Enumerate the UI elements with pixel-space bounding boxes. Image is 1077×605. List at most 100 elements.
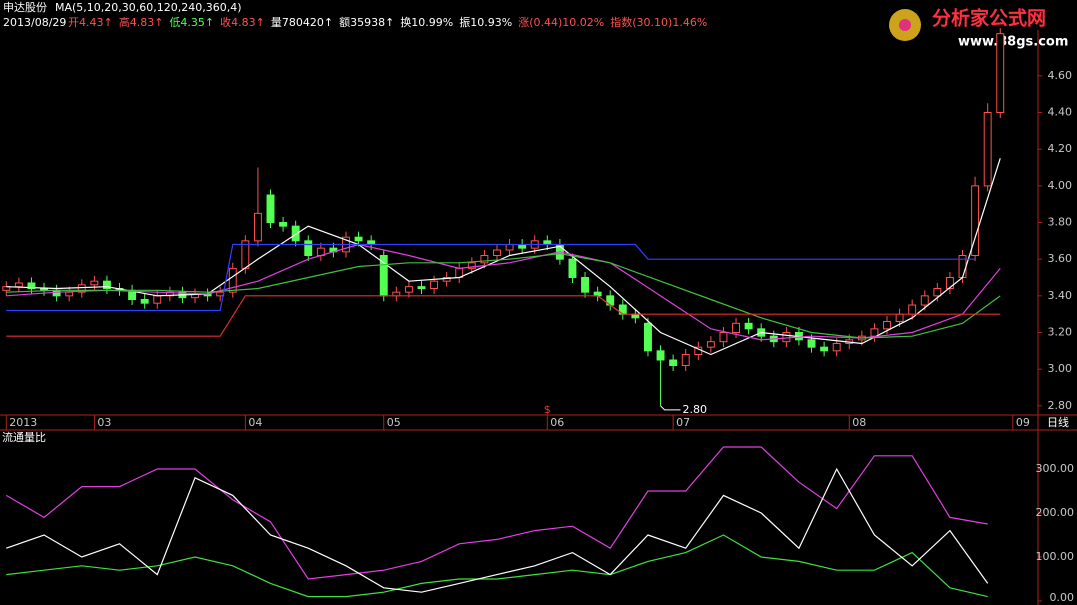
- y-tick-label: 4.00: [1048, 179, 1073, 192]
- min-pointer: [660, 405, 681, 411]
- y-tick-label: 100.00: [1036, 550, 1075, 563]
- candle-body: [417, 286, 426, 289]
- ma-line: [6, 243, 976, 312]
- candle-body: [656, 350, 665, 361]
- stock-name: 申达股份: [3, 1, 47, 14]
- candle-body: [279, 222, 288, 227]
- x-tick-label: 04: [248, 416, 262, 429]
- candle-body: [65, 291, 74, 297]
- logo-url: www.88gs.com: [958, 35, 1068, 50]
- candle-body: [669, 359, 678, 366]
- y-tick-label: 300.00: [1036, 462, 1075, 475]
- candle-body: [644, 322, 652, 352]
- candle-body: [820, 346, 829, 352]
- candle-body: [568, 258, 577, 278]
- candle-body: [933, 288, 942, 297]
- y-tick-label: 4.20: [1048, 142, 1073, 155]
- candle-body: [27, 282, 36, 289]
- quote-item: 开4.43↑: [68, 16, 113, 29]
- y-tick-label: 4.60: [1048, 69, 1073, 82]
- quote-item: 低4.35↑: [169, 16, 214, 29]
- candle-body: [493, 249, 501, 256]
- candle-body: [40, 288, 48, 291]
- candle-body: [505, 244, 514, 251]
- quote-item: 涨(0.44)10.02%: [518, 16, 604, 29]
- y-tick-label: 3.60: [1048, 252, 1073, 265]
- y-tick-label: 3.80: [1048, 216, 1073, 229]
- y-tick-label: 200.00: [1036, 506, 1075, 519]
- y-tick-label: 2.80: [1048, 399, 1073, 412]
- candle-body: [681, 354, 690, 366]
- indicator-line: [6, 534, 988, 598]
- y-tick-label: 3.40: [1048, 289, 1073, 302]
- candle-body: [102, 280, 111, 289]
- x-tick-label: 08: [852, 416, 866, 429]
- y-tick-label: 4.40: [1048, 106, 1073, 119]
- x-tick-label: 2013: [9, 416, 37, 429]
- x-tick-label: 09: [1016, 416, 1030, 429]
- candle-body: [895, 313, 904, 322]
- panel-title: 流通量比: [2, 430, 46, 444]
- ma-line: [6, 253, 1001, 339]
- period-label: 日线: [1047, 415, 1069, 429]
- x-tick-label: 06: [550, 416, 564, 429]
- ma-line: [6, 243, 1001, 341]
- candle-body: [14, 282, 23, 288]
- quote-item: 指数(30.10)1.46%: [610, 15, 707, 29]
- candle-body: [782, 332, 791, 343]
- candle-body: [971, 185, 980, 256]
- candle-body: [467, 262, 476, 269]
- candle-body: [52, 289, 61, 297]
- candle-body: [140, 299, 149, 304]
- indicator-line: [5, 446, 988, 580]
- candle-body: [945, 277, 954, 289]
- candle-body: [908, 304, 917, 315]
- candle-body: [706, 341, 715, 348]
- x-tick-label: 03: [97, 416, 111, 429]
- quote-item: 换10.99%: [400, 15, 453, 29]
- candle-body: [480, 255, 489, 264]
- candle-body: [228, 267, 237, 293]
- date: 2013/08/29: [3, 16, 66, 29]
- candle-body: [291, 225, 300, 242]
- candle-body: [404, 286, 413, 293]
- candle-body: [253, 212, 262, 242]
- candle-body: [732, 322, 740, 334]
- candle-body: [77, 284, 86, 293]
- quote-item: 额35938↑: [339, 16, 394, 29]
- logo-name: 分析家公式网: [932, 7, 1046, 30]
- candle-body: [996, 33, 1005, 114]
- candle-body: [581, 277, 590, 293]
- candle-body: [807, 339, 816, 348]
- candle-body: [983, 112, 992, 187]
- ma-line: [6, 158, 1001, 356]
- candle-body: [2, 286, 11, 291]
- y-tick-label: 3.20: [1048, 326, 1073, 339]
- ma-line: [6, 295, 1001, 337]
- x-tick-label: 05: [387, 416, 401, 429]
- candle-body: [832, 343, 841, 352]
- candle-body: [430, 280, 439, 289]
- marker: $: [544, 403, 551, 416]
- logo-icon: [899, 19, 911, 31]
- candle-body: [153, 295, 162, 304]
- indicator: MA(5,10,20,30,60,120,240,360,4): [55, 1, 242, 14]
- quote-item: 高4.83↑: [119, 15, 164, 29]
- candle-body: [90, 280, 99, 286]
- quote-item: 收4.83↑: [220, 15, 265, 29]
- indicator-line: [6, 467, 989, 593]
- x-tick-label: 07: [676, 416, 690, 429]
- candle-body: [266, 194, 275, 223]
- y-tick-label: 0.00: [1050, 591, 1075, 604]
- candle-body: [883, 321, 891, 330]
- candle-body: [304, 240, 313, 256]
- candle-body: [870, 328, 879, 337]
- quote-item: 振10.93%: [459, 15, 512, 29]
- candle-body: [442, 277, 451, 282]
- candle-body: [744, 322, 753, 330]
- min-label: 2.80: [683, 403, 708, 416]
- candle-body: [354, 236, 363, 242]
